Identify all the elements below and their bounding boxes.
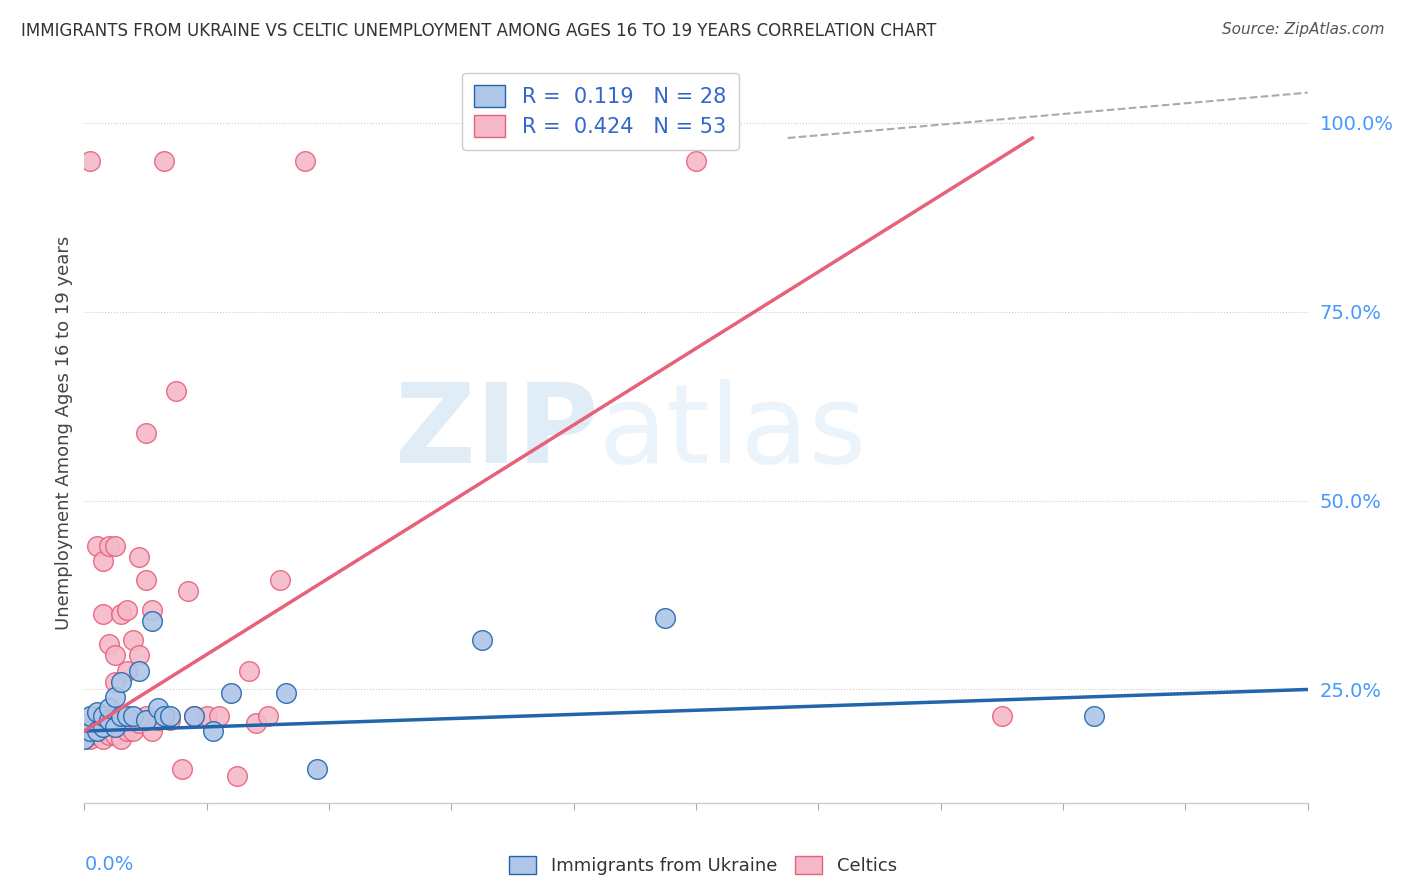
Point: [195, 709, 218, 723]
Point: [245, 716, 267, 731]
Point: [73, 720, 96, 734]
Point: [122, 633, 145, 648]
Point: [153, 153, 176, 168]
Point: [104, 648, 127, 663]
Point: [128, 550, 150, 565]
Point: [79, 724, 101, 739]
Point: [141, 724, 163, 739]
Point: [208, 709, 231, 723]
Point: [146, 701, 169, 715]
Point: [128, 648, 150, 663]
Point: [135, 425, 157, 440]
Point: [91, 607, 114, 621]
Text: atlas: atlas: [598, 379, 866, 486]
Point: [183, 709, 205, 723]
Point: [471, 633, 494, 648]
Point: [86, 709, 108, 723]
Text: 0.0%: 0.0%: [84, 855, 134, 873]
Point: [79, 731, 101, 746]
Point: [1083, 709, 1105, 723]
Point: [685, 153, 707, 168]
Point: [104, 690, 127, 704]
Point: [135, 713, 157, 727]
Point: [97, 701, 120, 715]
Point: [115, 664, 138, 678]
Legend: Immigrants from Ukraine, Celtics: Immigrants from Ukraine, Celtics: [502, 848, 904, 882]
Point: [97, 713, 120, 727]
Point: [110, 607, 132, 621]
Point: [104, 539, 127, 553]
Y-axis label: Unemployment Among Ages 16 to 19 years: Unemployment Among Ages 16 to 19 years: [55, 235, 73, 630]
Point: [104, 728, 127, 742]
Point: [86, 724, 108, 739]
Point: [177, 584, 200, 599]
Point: [128, 664, 150, 678]
Point: [115, 724, 138, 739]
Point: [159, 709, 181, 723]
Legend: R =  0.119   N = 28, R =  0.424   N = 53: R = 0.119 N = 28, R = 0.424 N = 53: [461, 73, 740, 150]
Point: [104, 674, 127, 689]
Point: [110, 731, 132, 746]
Point: [122, 709, 145, 723]
Point: [115, 709, 138, 723]
Point: [201, 724, 224, 739]
Point: [153, 709, 176, 723]
Point: [219, 686, 242, 700]
Point: [135, 709, 157, 723]
Point: [91, 731, 114, 746]
Point: [294, 153, 316, 168]
Point: [91, 709, 114, 723]
Point: [73, 731, 96, 746]
Point: [110, 709, 132, 723]
Point: [135, 573, 157, 587]
Point: [86, 705, 108, 719]
Point: [79, 153, 101, 168]
Text: Source: ZipAtlas.com: Source: ZipAtlas.com: [1222, 22, 1385, 37]
Point: [141, 603, 163, 617]
Text: ZIP: ZIP: [395, 379, 598, 486]
Point: [159, 713, 181, 727]
Point: [276, 686, 298, 700]
Point: [86, 728, 108, 742]
Point: [141, 615, 163, 629]
Point: [183, 709, 205, 723]
Point: [91, 720, 114, 734]
Point: [104, 720, 127, 734]
Point: [172, 762, 194, 776]
Text: IMMIGRANTS FROM UKRAINE VS CELTIC UNEMPLOYMENT AMONG AGES 16 TO 19 YEARS CORRELA: IMMIGRANTS FROM UKRAINE VS CELTIC UNEMPL…: [21, 22, 936, 40]
Point: [110, 674, 132, 689]
Point: [165, 384, 187, 398]
Point: [128, 716, 150, 731]
Point: [73, 731, 96, 746]
Point: [238, 664, 260, 678]
Point: [115, 603, 138, 617]
Point: [257, 709, 280, 723]
Point: [97, 539, 120, 553]
Point: [122, 724, 145, 739]
Point: [79, 709, 101, 723]
Point: [226, 769, 249, 783]
Point: [97, 709, 120, 723]
Point: [146, 713, 169, 727]
Point: [654, 611, 676, 625]
Point: [79, 716, 101, 731]
Point: [91, 713, 114, 727]
Point: [86, 539, 108, 553]
Point: [991, 709, 1014, 723]
Point: [97, 728, 120, 742]
Point: [97, 637, 120, 651]
Point: [305, 762, 328, 776]
Point: [110, 713, 132, 727]
Point: [91, 554, 114, 568]
Point: [269, 573, 291, 587]
